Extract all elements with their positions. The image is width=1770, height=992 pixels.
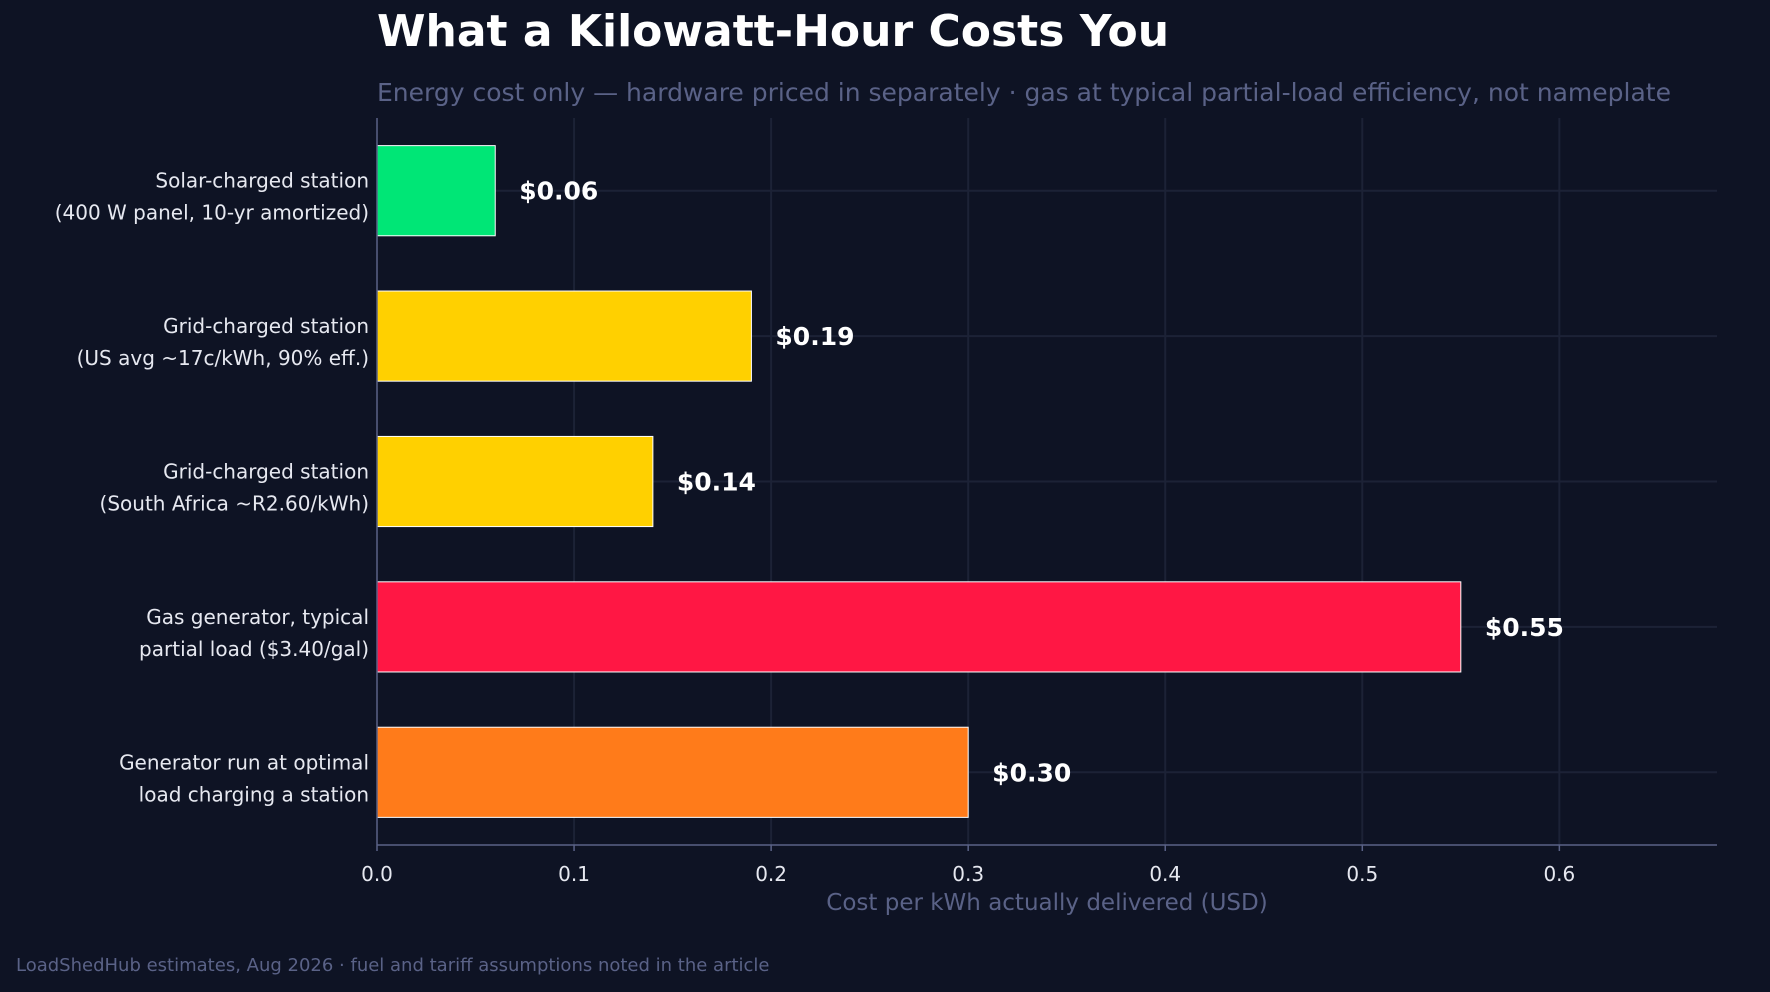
bar-1 <box>376 145 496 237</box>
x-tick-label: 0.2 <box>755 862 787 886</box>
x-axis-title: Cost per kWh actually delivered (USD) <box>826 890 1267 916</box>
category-label-line: Grid-charged station <box>163 314 369 338</box>
category-label-line: Grid-charged station <box>163 460 369 484</box>
bar-3 <box>376 435 654 528</box>
category-label: Grid-charged station (US avg ~17c/kWh, 90… <box>77 314 369 370</box>
category-label-line: Solar-charged station <box>155 169 369 193</box>
value-label: $0.14 <box>677 468 756 497</box>
x-tick-label: 0.1 <box>558 862 590 886</box>
axes <box>376 118 1717 851</box>
category-label-line: (US avg ~17c/kWh, 90% eff.) <box>77 346 369 370</box>
value-label: $0.19 <box>775 322 854 351</box>
value-label: $0.55 <box>1485 613 1564 642</box>
category-label: Generator run at optimal load charging a … <box>119 750 369 806</box>
x-tick-label: 0.3 <box>952 862 984 886</box>
category-label: Gas generator, typical partial load ($3.4… <box>139 605 369 661</box>
chart-title: What a Kilowatt-Hour Costs You <box>377 6 1170 57</box>
x-tick-label: 0.6 <box>1543 862 1575 886</box>
bars <box>376 145 1462 818</box>
category-label-line: partial load ($3.40/gal) <box>139 637 369 661</box>
x-tick-label: 0.5 <box>1346 862 1378 886</box>
category-label-line: Gas generator, typical <box>146 605 369 629</box>
labels: 0.0 0.1 0.2 0.3 0.4 0.5 0.6 $0.06 Solar-charged … <box>55 169 1576 886</box>
value-label: $0.30 <box>992 758 1071 787</box>
category-label-line: (400 W panel, 10-yr amortized) <box>55 201 369 225</box>
x-tick-label: 0.0 <box>361 862 393 886</box>
value-label: $0.06 <box>519 177 598 206</box>
category-label: Grid-charged station (South Africa ~R2.60… <box>100 460 369 516</box>
chart-subtitle: Energy cost only — hardware priced in se… <box>377 78 1671 107</box>
bar-4 <box>376 581 1462 673</box>
bar-5 <box>376 726 969 818</box>
category-label-line: (South Africa ~R2.60/kWh) <box>100 492 369 516</box>
x-tick-label: 0.4 <box>1149 862 1181 886</box>
category-label: Solar-charged station (400 W panel, 10-yr… <box>55 169 369 225</box>
category-label-line: Generator run at optimal <box>119 750 369 774</box>
footer-source-note: LoadShedHub estimates, Aug 2026 · fuel a… <box>16 955 770 976</box>
category-label-line: load charging a station <box>139 782 369 806</box>
bar-2 <box>376 290 752 382</box>
